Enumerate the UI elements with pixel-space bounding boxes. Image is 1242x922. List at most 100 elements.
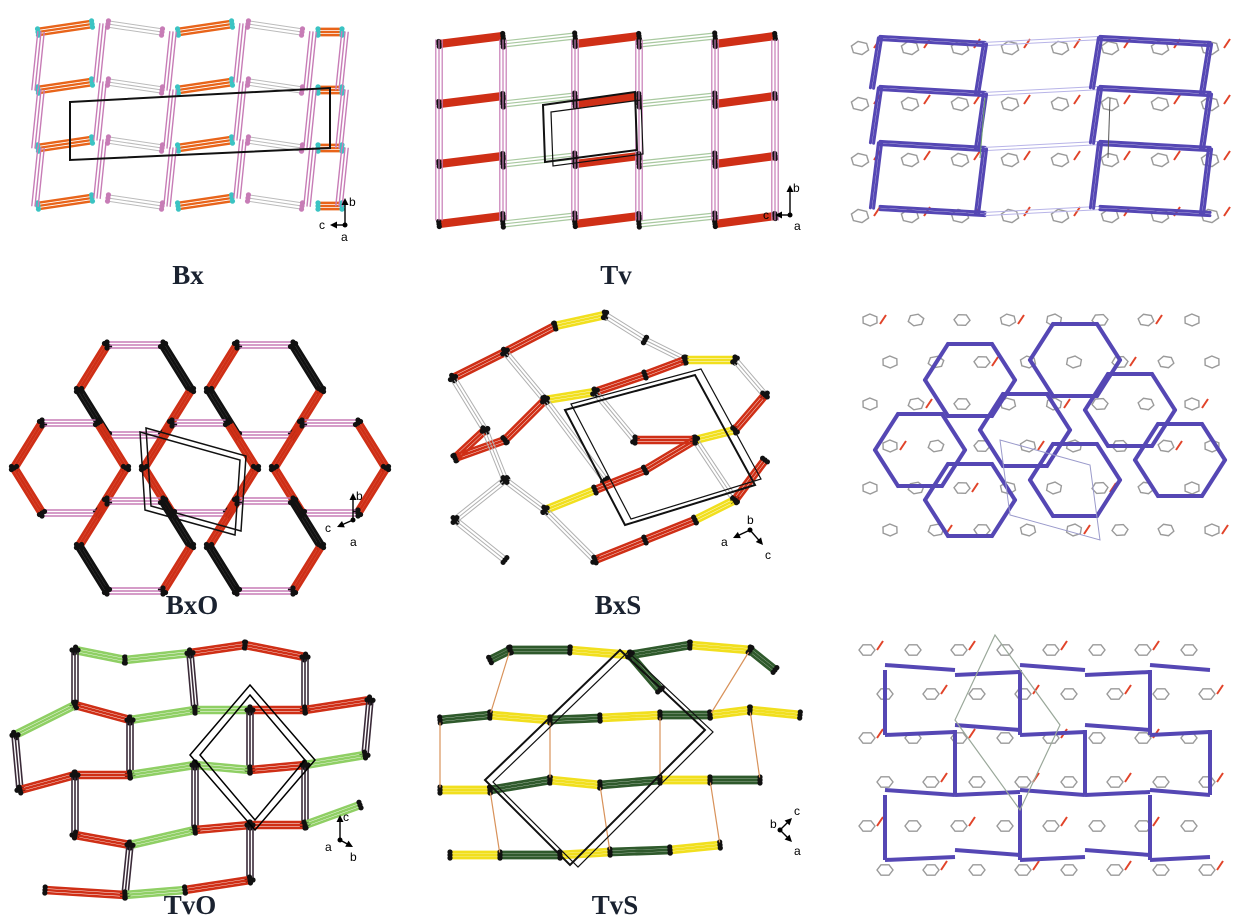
r2-phenyl-ring xyxy=(973,523,991,537)
r3-purple-bond xyxy=(1149,855,1211,862)
r2-phenyl-ring xyxy=(882,523,898,537)
bxo-pink-bond xyxy=(299,507,361,519)
r3-phenyl-ring xyxy=(1152,776,1170,788)
r2-purple-bond xyxy=(978,428,1005,468)
bxs-yellow-bond xyxy=(551,309,609,332)
tv-unit-cell xyxy=(541,90,639,164)
r1-phenyl-ring xyxy=(1000,152,1020,168)
tvs-axis-a-label: a xyxy=(794,844,801,858)
bx-orange-bond xyxy=(34,76,96,96)
r3-purple-bond xyxy=(1019,663,1086,672)
r3-oxygen-mark xyxy=(1216,684,1224,695)
r1-purple-bond xyxy=(878,139,987,153)
r2-phenyl-ring xyxy=(1137,397,1155,411)
tvs-axis-a-head xyxy=(784,834,792,842)
tv-pink-bond xyxy=(711,99,719,161)
tvo-dark-bond xyxy=(359,697,376,758)
panel-tvs: c a b xyxy=(430,630,820,885)
r1-phenyl-ring xyxy=(900,96,920,112)
bx-pink-bond xyxy=(303,30,317,92)
r1-phenyl-ring xyxy=(1000,208,1020,224)
r3-phenyl-ring xyxy=(996,644,1014,656)
tvo-green-bond xyxy=(301,799,364,831)
tvs-axis-b-label: b xyxy=(770,817,777,831)
tvo-green-bond xyxy=(11,699,79,741)
r2-phenyl-ring xyxy=(1019,523,1037,537)
r1-phenyl-ring xyxy=(1150,152,1170,168)
bx-pink-bond xyxy=(93,80,107,142)
bxo-pink-bond xyxy=(169,417,231,429)
r3-oxygen-mark xyxy=(940,860,948,871)
bxo-pink-bond xyxy=(39,417,101,429)
r3-phenyl-ring xyxy=(876,776,894,788)
tv-pink-bond xyxy=(435,159,443,221)
bx-pink-bond xyxy=(233,22,247,84)
bx-grey-bond xyxy=(244,192,306,212)
tvo-green-bond xyxy=(192,704,253,716)
bx-orange-bond xyxy=(174,134,236,154)
r3-oxygen-mark xyxy=(968,640,976,651)
r3-oxygen-mark xyxy=(1124,684,1132,695)
tv-pink-bond xyxy=(711,159,719,221)
tvs-yellow-bond xyxy=(707,704,753,721)
r1-phenyl-ring xyxy=(850,96,870,112)
r3-purple-bond xyxy=(1084,848,1151,857)
tv-axis-a-dot xyxy=(787,212,793,218)
tv-pink-bond xyxy=(499,39,507,101)
bxs-axis-b-label: b xyxy=(747,513,754,527)
tvs-darkgreen-bond xyxy=(437,709,493,726)
r2-phenyl-ring xyxy=(862,313,878,327)
r1-purple-bond xyxy=(878,34,987,48)
r2-phenyl-ring xyxy=(953,313,971,327)
r3-phenyl-ring xyxy=(1180,820,1198,832)
tvo-dark-bond xyxy=(299,654,311,713)
bx-pink-bond xyxy=(233,138,247,200)
tv-axis-b-label: b xyxy=(793,181,800,195)
caption-bxs: BxS xyxy=(594,590,642,620)
r1-phenyl-ring xyxy=(950,96,970,112)
r3-oxygen-mark xyxy=(1032,684,1040,695)
r3-purple-bond xyxy=(1019,788,1086,797)
r1-purple-bond xyxy=(1198,147,1214,216)
panel-r2-structure xyxy=(850,290,1235,570)
r2-purple-bond xyxy=(1028,478,1055,518)
r1-phenyl-ring xyxy=(850,208,870,224)
bxs-red-bond xyxy=(641,514,699,546)
tvo-green-bond xyxy=(301,749,369,771)
bxs-grey-bond xyxy=(500,347,550,405)
r3-purple-bond xyxy=(884,663,956,672)
tvs-darkgreen-bond xyxy=(507,644,573,656)
bx-axis-a-dot xyxy=(342,222,348,228)
tvs-tan-bond xyxy=(657,712,663,783)
r2-purple-bond xyxy=(1045,392,1072,432)
r2-unit-cell xyxy=(999,439,1101,541)
r2-oxygen-mark xyxy=(1221,524,1229,535)
r2-oxygen-mark xyxy=(991,356,999,367)
bx-orange-bond xyxy=(315,26,345,38)
r2-phenyl-ring xyxy=(1045,397,1063,411)
bxo-pink-bond xyxy=(39,507,101,519)
tv-red-bond xyxy=(572,210,642,230)
r3-phenyl-ring xyxy=(858,644,876,656)
r2-purple-bond xyxy=(1200,422,1227,462)
bxo-pink-bond xyxy=(104,339,166,351)
r3-phenyl-ring xyxy=(1198,688,1216,700)
r3-phenyl-ring xyxy=(876,688,894,700)
r1-purple-bond xyxy=(1088,141,1104,210)
bx-pink-bond xyxy=(163,146,177,208)
tv-red-bond xyxy=(436,210,506,230)
bxs-red-bond xyxy=(591,464,649,496)
r3-oxygen-mark xyxy=(876,816,884,827)
tvo-red-bond xyxy=(301,694,374,716)
tv-red-bond xyxy=(712,90,778,110)
r3-phenyl-ring xyxy=(1088,820,1106,832)
tvs-axis-c-head xyxy=(784,818,792,826)
r1-purple-bond xyxy=(973,42,989,96)
r3-phenyl-ring xyxy=(950,644,968,656)
r2-phenyl-ring xyxy=(1065,523,1083,537)
r2-purple-bond xyxy=(1045,428,1072,468)
tv-pink-bond xyxy=(771,99,779,161)
bxs-red-bond xyxy=(641,354,689,381)
bxo-axis-c-label: c xyxy=(325,521,331,535)
tv-pink-bond xyxy=(571,159,579,221)
